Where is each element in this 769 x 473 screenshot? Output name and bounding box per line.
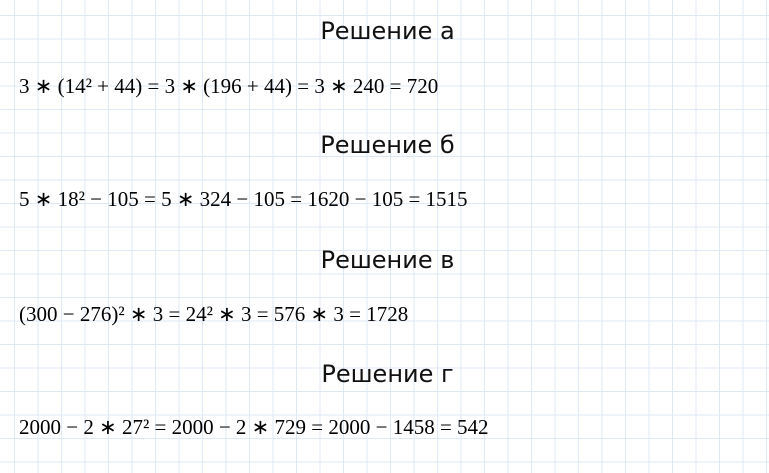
solution-g-title: Решение г [321, 360, 454, 388]
solution-a-equation: 3 ∗ (14² + 44) = 3 ∗ (196 + 44) = 3 ∗ 24… [19, 74, 439, 98]
solution-v-title: Решение в [320, 246, 455, 274]
solution-b-equation: 5 ∗ 18² − 105 = 5 ∗ 324 − 105 = 1620 − 1… [19, 187, 468, 211]
solution-b-title: Решение б [320, 131, 455, 159]
solution-g-equation: 2000 − 2 ∗ 27² = 2000 − 2 ∗ 729 = 2000 −… [19, 415, 489, 439]
solution-v-equation: (300 − 276)² ∗ 3 = 24² ∗ 3 = 576 ∗ 3 = 1… [19, 302, 409, 326]
solution-a-title: Решение а [320, 17, 455, 45]
